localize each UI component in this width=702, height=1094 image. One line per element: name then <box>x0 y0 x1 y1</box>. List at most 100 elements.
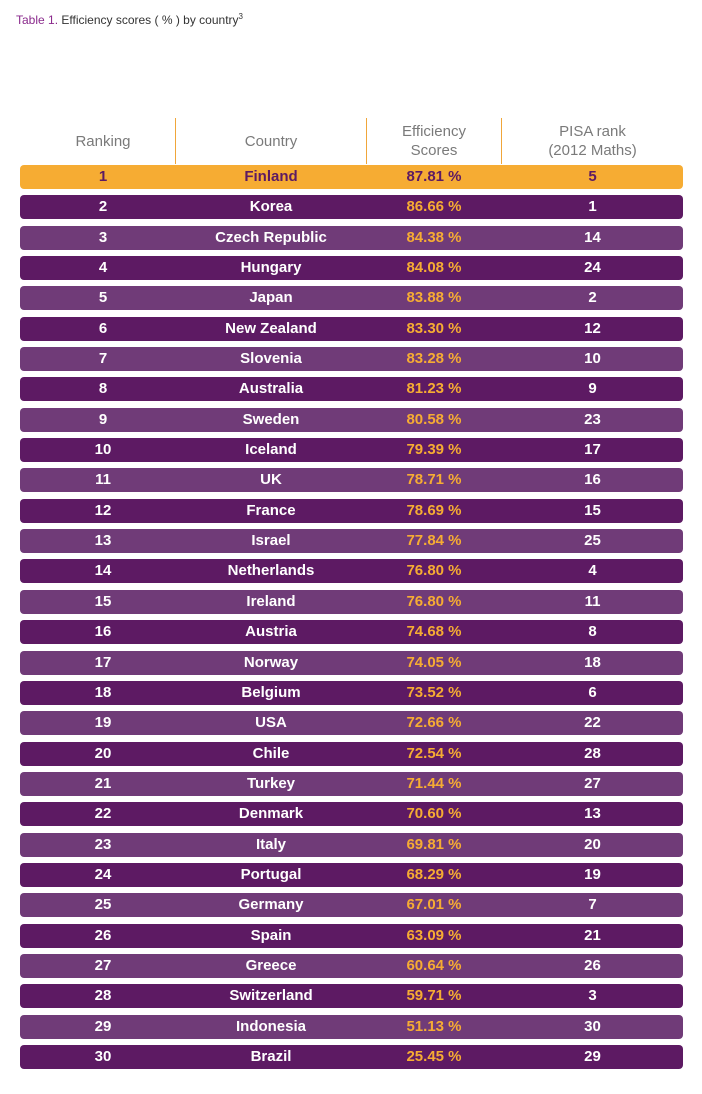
country-cell: Finland <box>244 168 298 185</box>
pisa-rank-cell: 27 <box>584 774 601 792</box>
country-cell: Ireland <box>246 592 296 610</box>
country-cell: Sweden <box>242 410 300 428</box>
table-caption-label: Table 1. <box>16 13 59 27</box>
pisa-rank-cell: 5 <box>588 168 597 185</box>
rank-cell: 21 <box>94 774 112 792</box>
country-cell: France <box>246 501 296 519</box>
table-row: 20 Chile 72.54 % 28 <box>20 741 683 766</box>
pisa-rank-cell: 11 <box>584 592 601 610</box>
country-cell: Austria <box>245 623 297 641</box>
table-row: 6 New Zealand 83.30 % 12 <box>20 316 683 341</box>
table-row: 15 Ireland 76.80 % 11 <box>20 589 683 614</box>
table-row: 7 Slovenia 83.28 % 10 <box>20 347 683 372</box>
score-cell: 83.28 % <box>406 350 462 368</box>
table-row: 14 Netherlands 76.80 % 4 <box>20 559 683 584</box>
country-cell: Belgium <box>241 683 301 701</box>
score-cell: 78.69 % <box>406 501 462 519</box>
table-row: 10 Iceland 79.39 % 17 <box>20 438 683 463</box>
country-cell: Hungary <box>240 259 302 277</box>
rank-cell: 23 <box>94 835 112 853</box>
score-cell: 51.13 % <box>406 1017 462 1035</box>
pisa-rank-cell: 19 <box>584 865 601 883</box>
pisa-rank-cell: 25 <box>584 532 601 550</box>
country-cell: UK <box>260 471 282 489</box>
rank-cell: 12 <box>94 501 112 519</box>
rank-cell: 30 <box>94 1047 112 1065</box>
score-cell: 76.80 % <box>406 562 462 580</box>
rank-cell: 29 <box>94 1017 112 1035</box>
pisa-rank-cell: 30 <box>584 1017 601 1035</box>
table-row: 9 Sweden 80.58 % 23 <box>20 407 683 432</box>
table-row: 24 Portugal 68.29 % 19 <box>20 862 683 887</box>
score-cell: 83.30 % <box>406 319 462 337</box>
rank-cell: 11 <box>95 471 111 489</box>
table-row: 28 Switzerland 59.71 % 3 <box>20 984 683 1009</box>
score-cell: 73.52 % <box>406 683 462 701</box>
score-cell: 81.23 % <box>406 380 462 398</box>
column-header-ranking-label: Ranking <box>75 132 131 150</box>
table-row: 3 Czech Republic 84.38 % 14 <box>20 225 683 250</box>
pisa-rank-cell: 8 <box>588 623 597 641</box>
score-cell: 83.88 % <box>406 289 462 307</box>
rank-cell: 24 <box>94 865 112 883</box>
rank-cell: 6 <box>98 319 108 337</box>
score-cell: 60.64 % <box>406 956 462 974</box>
rank-cell: 8 <box>98 380 108 398</box>
pisa-rank-cell: 15 <box>584 501 601 519</box>
score-cell: 84.38 % <box>406 228 462 246</box>
column-header-country: Country <box>176 118 366 164</box>
country-cell: Germany <box>238 896 304 914</box>
column-divider <box>366 118 367 164</box>
column-header-ranking: Ranking <box>20 118 186 164</box>
score-cell: 72.66 % <box>406 714 462 732</box>
column-header-efficiency-line2: Scores <box>410 142 458 159</box>
rank-cell: 9 <box>98 410 108 428</box>
country-cell: Turkey <box>246 774 296 792</box>
pisa-rank-cell: 6 <box>588 683 597 701</box>
rank-cell: 18 <box>94 683 112 701</box>
pisa-rank-cell: 14 <box>584 228 601 246</box>
score-cell: 70.60 % <box>406 805 462 823</box>
table-row: 29 Indonesia 51.13 % 30 <box>20 1014 683 1039</box>
country-cell: Portugal <box>240 865 302 883</box>
column-header-efficiency: Efficiency Scores <box>366 118 502 164</box>
pisa-rank-cell: 1 <box>588 198 597 216</box>
country-cell: Greece <box>245 956 297 974</box>
rank-cell: 28 <box>94 987 112 1005</box>
rank-cell: 15 <box>94 592 112 610</box>
country-cell: Japan <box>249 289 293 307</box>
table-row: 16 Austria 74.68 % 8 <box>20 620 683 645</box>
country-cell: Indonesia <box>235 1017 306 1035</box>
country-cell: USA <box>255 714 287 732</box>
table-row: 17 Norway 74.05 % 18 <box>20 650 683 675</box>
column-header-pisa: PISA rank (2012 Maths) <box>502 118 683 164</box>
table-row: 23 Italy 69.81 % 20 <box>20 832 683 857</box>
score-cell: 79.39 % <box>406 441 462 459</box>
pisa-rank-cell: 17 <box>584 441 601 459</box>
column-divider <box>501 118 502 164</box>
table-row: 26 Spain 63.09 % 21 <box>20 923 683 948</box>
pisa-rank-cell: 22 <box>584 714 601 732</box>
table-row: 21 Turkey 71.44 % 27 <box>20 771 683 796</box>
pisa-rank-cell: 9 <box>588 380 597 398</box>
score-cell: 71.44 % <box>406 774 462 792</box>
table-row: 4 Hungary 84.08 % 24 <box>20 256 683 281</box>
pisa-rank-cell: 23 <box>584 410 601 428</box>
score-cell: 67.01 % <box>406 896 462 914</box>
score-cell: 76.80 % <box>406 592 462 610</box>
score-cell: 74.68 % <box>406 623 462 641</box>
country-cell: Slovenia <box>240 350 302 368</box>
pisa-rank-cell: 7 <box>588 896 597 914</box>
pisa-rank-cell: 21 <box>584 926 601 944</box>
score-cell: 77.84 % <box>406 532 462 550</box>
score-cell: 78.71 % <box>406 471 462 489</box>
pisa-rank-cell: 26 <box>584 956 601 974</box>
rank-cell: 5 <box>98 289 108 307</box>
country-cell: Spain <box>250 926 292 944</box>
rank-cell: 19 <box>94 714 112 732</box>
score-cell: 59.71 % <box>406 987 462 1005</box>
rank-cell: 27 <box>94 956 112 974</box>
table-row: 1 Finland 87.81 % 5 <box>20 165 683 189</box>
score-cell: 68.29 % <box>406 865 462 883</box>
pisa-rank-cell: 4 <box>588 562 597 580</box>
